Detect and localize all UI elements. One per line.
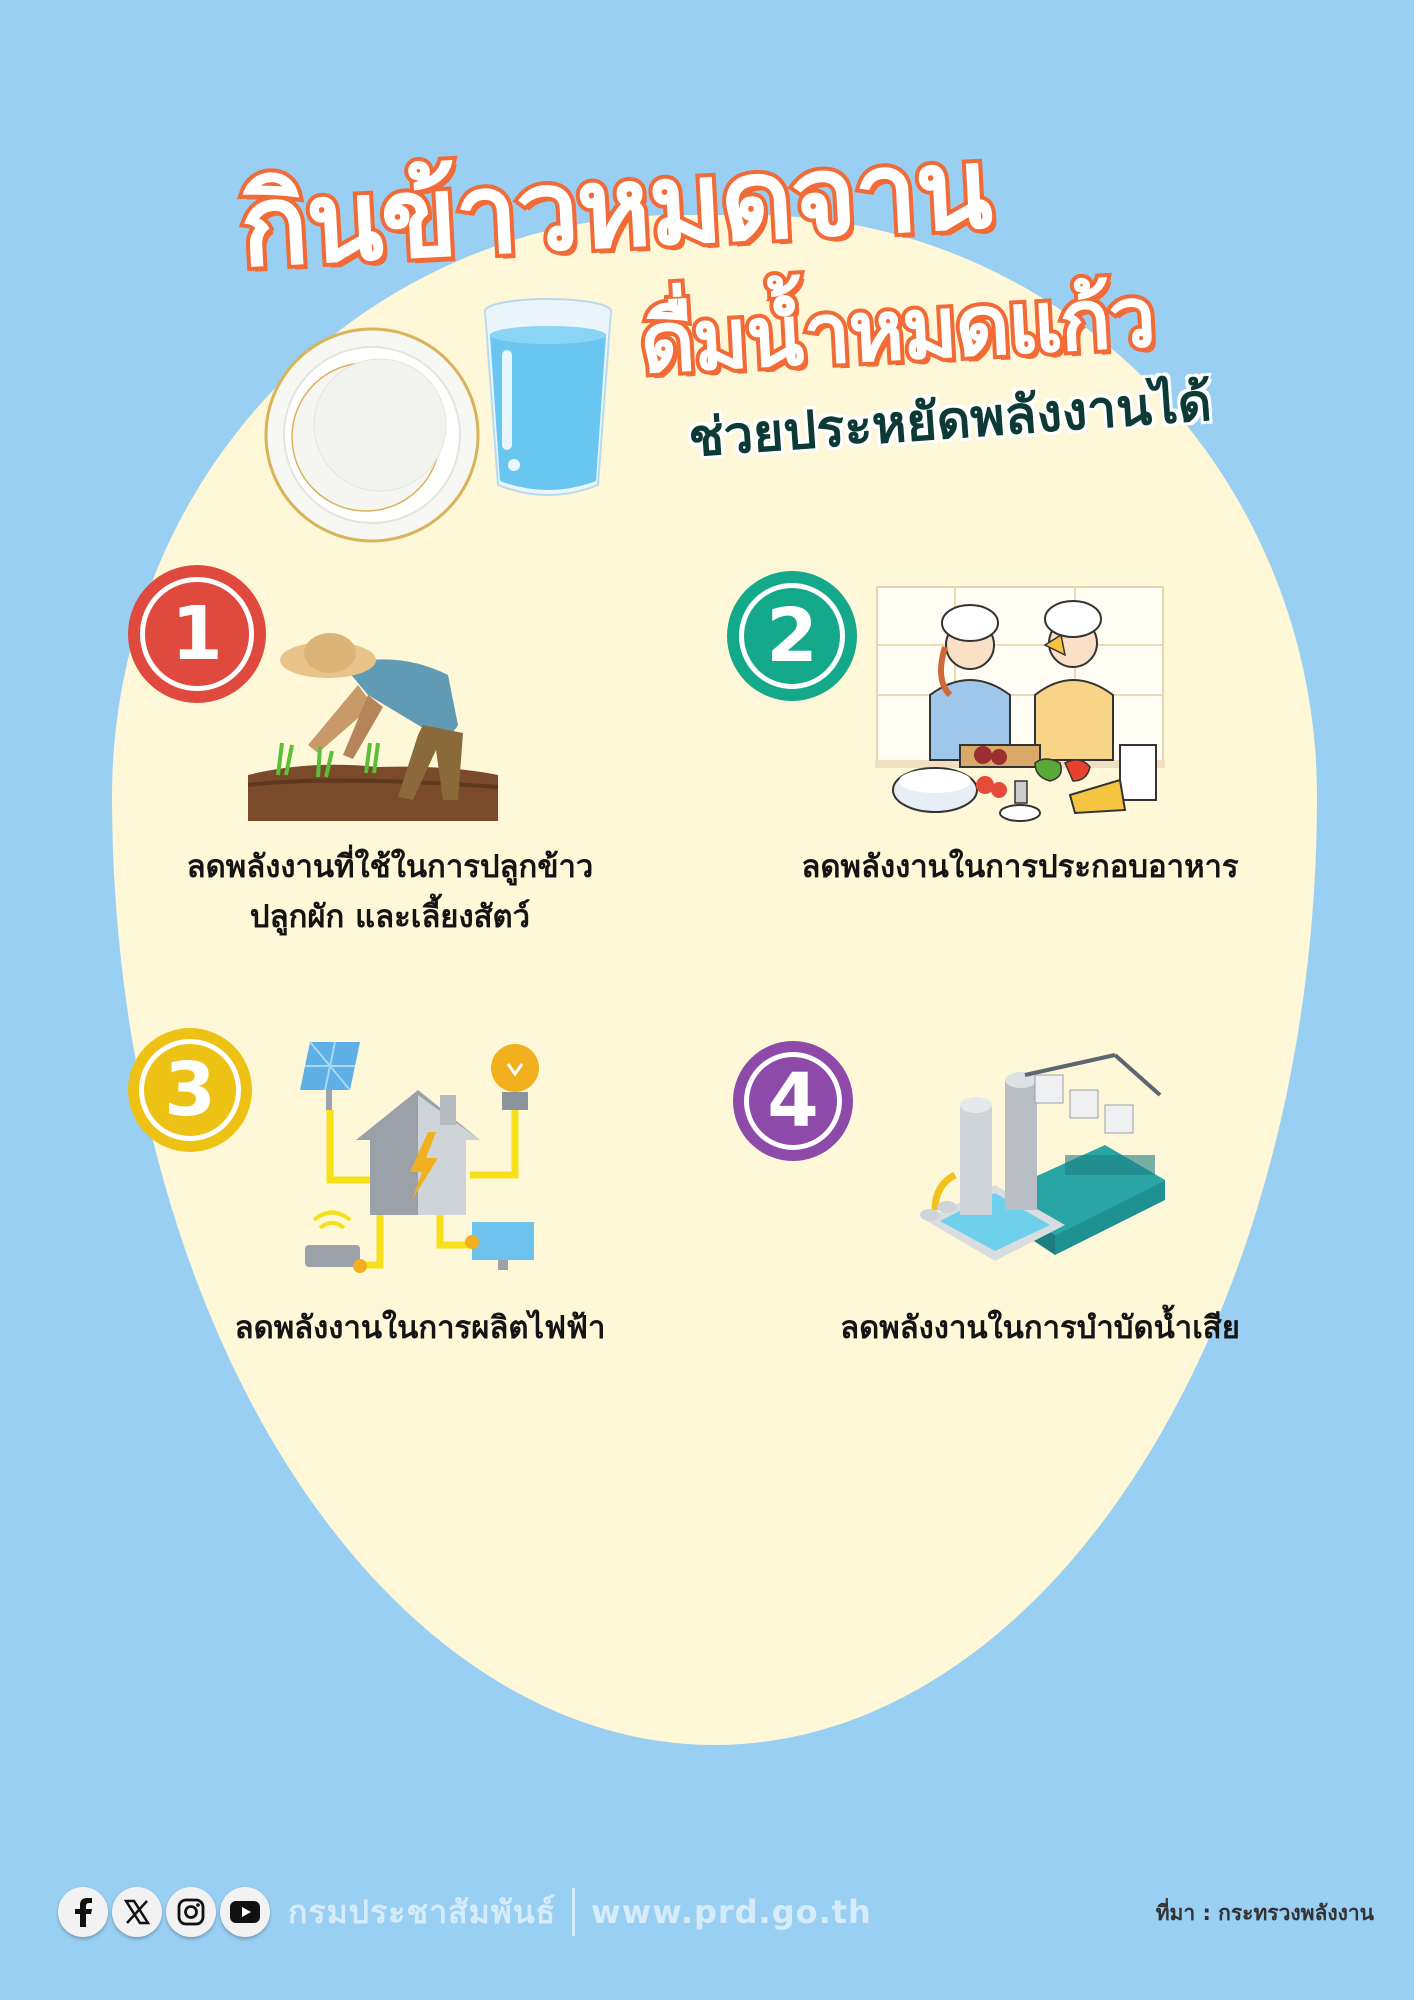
number-badge-4: 4 [733,1041,853,1161]
smart-home-energy-icon [300,1041,539,1273]
number-badge-1: 1 [128,565,266,703]
footer: กรมประชาสัมพันธ์ www.prd.go.th [58,1884,872,1940]
footer-divider [572,1888,576,1936]
x-icon[interactable] [112,1887,162,1937]
youtube-icon[interactable] [220,1887,270,1937]
website-link[interactable]: www.prd.go.th [591,1893,872,1931]
chefs-cooking-icon [875,586,1165,822]
plate-icon [264,327,480,543]
caption-item-2: ลดพลังงานในการประกอบอาหาร [801,849,1239,885]
number-badge-3: 3 [128,1028,252,1152]
wastewater-plant-icon [920,1053,1165,1261]
glass-of-water-icon [484,298,612,496]
caption-item-1: ลดพลังงานที่ใช้ในการปลูกข้าว ปลูกผัก และ… [186,849,594,935]
caption-item-4: ลดพลังงานในการบำบัดน้ำเสีย [840,1310,1240,1346]
instagram-icon[interactable] [166,1887,216,1937]
source-credit: ที่มา : กระทรวงพลังงาน [1155,1901,1374,1925]
facebook-icon[interactable] [58,1887,108,1937]
caption-item-3: ลดพลังงานในการผลิตไฟฟ้า [234,1310,606,1346]
farmer-planting-icon [248,633,498,821]
organization-name: กรมประชาสัมพันธ์ [288,1892,557,1931]
number-badge-2: 2 [727,571,857,701]
